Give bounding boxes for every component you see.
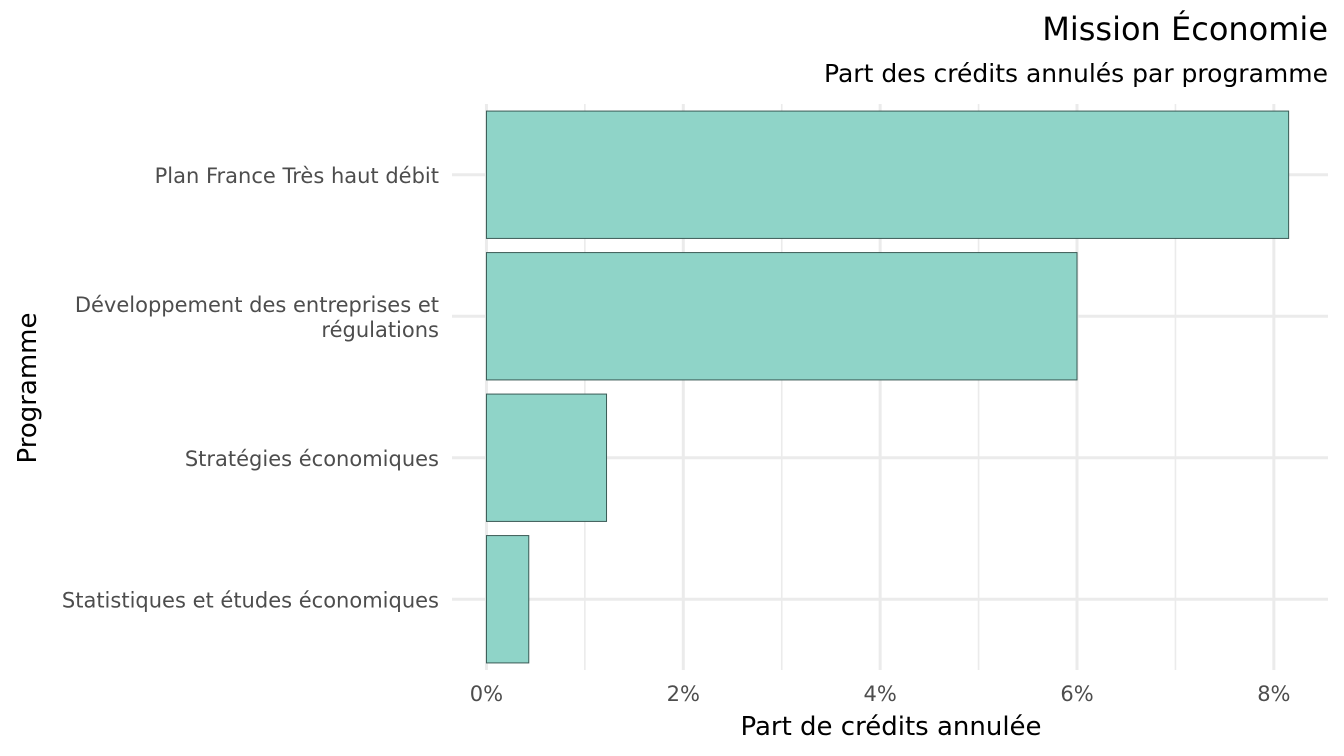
bar bbox=[485, 110, 1290, 239]
y-tick-label: Développement des entreprises et bbox=[75, 293, 439, 317]
x-axis-title: Part de crédits annulée bbox=[740, 712, 1041, 742]
y-tick-labels: Plan France Très haut débit Développement… bbox=[62, 164, 439, 613]
x-tick-label: 8% bbox=[1257, 682, 1290, 706]
y-tick-label: régulations bbox=[321, 318, 439, 342]
y-tick-label: Statistiques et études économiques bbox=[62, 588, 439, 612]
bar bbox=[485, 535, 530, 664]
x-tick-label: 2% bbox=[667, 682, 700, 706]
bars bbox=[485, 110, 1290, 664]
x-tick-label: 4% bbox=[863, 682, 896, 706]
x-tick-label: 6% bbox=[1060, 682, 1093, 706]
chart-title: Mission Économie bbox=[1042, 10, 1328, 48]
x-tick-labels: 0% 2% 4% 6% 8% bbox=[470, 682, 1291, 706]
bar bbox=[485, 393, 608, 522]
y-tick-label: Plan France Très haut débit bbox=[155, 164, 439, 188]
bar bbox=[485, 252, 1078, 381]
chart-subtitle: Part des crédits annulés par programme bbox=[824, 59, 1328, 88]
y-tick-label: Stratégies économiques bbox=[185, 447, 439, 471]
x-tick-label: 0% bbox=[470, 682, 503, 706]
y-axis-title: Programme bbox=[13, 312, 43, 463]
